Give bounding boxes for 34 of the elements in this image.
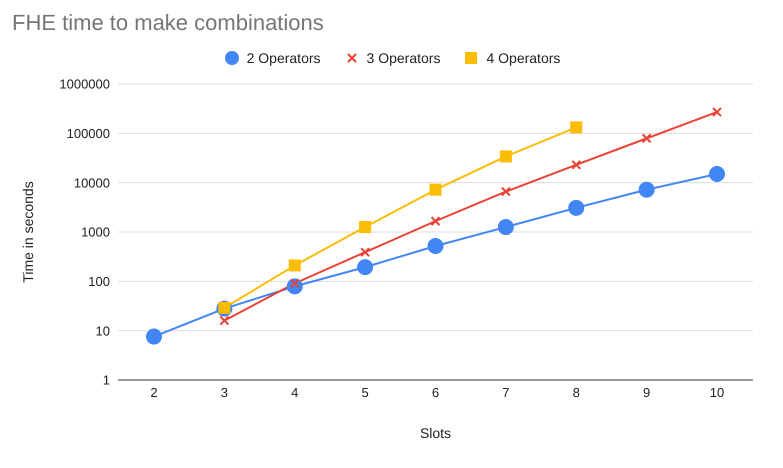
x-tick-label: 4 <box>291 385 298 400</box>
x-axis-title: Slots <box>420 425 452 441</box>
x-tick-label: 5 <box>362 385 369 400</box>
point <box>570 121 582 134</box>
point <box>146 328 162 345</box>
point <box>357 259 374 276</box>
x-tick-label: 2 <box>150 385 158 400</box>
y-tick-label: 100 <box>88 274 110 289</box>
legend-label: 3 Operators <box>366 50 440 66</box>
y-tick-label: 1000000 <box>59 76 110 92</box>
y-axis-title: Time in seconds <box>20 181 36 283</box>
point <box>500 150 512 162</box>
point <box>428 238 444 254</box>
y-tick-label: 10 <box>96 323 110 338</box>
y-tick-label: 100000 <box>66 126 110 141</box>
point <box>430 184 442 196</box>
legend-label: 4 Operators <box>486 50 560 66</box>
chart-title: FHE time to make combinations <box>11 9 325 37</box>
point <box>709 166 725 182</box>
y-tick-label: 10000 <box>74 175 110 190</box>
x-tick-label: 8 <box>572 385 580 400</box>
point <box>498 219 514 236</box>
point <box>359 221 372 234</box>
y-tick-label: 1000 <box>81 224 110 240</box>
x-tick-label: 6 <box>432 385 440 400</box>
point <box>288 259 301 272</box>
x-tick-label: 7 <box>502 385 510 400</box>
y-tick-label: 1 <box>102 372 110 388</box>
x-tick-label: 9 <box>643 385 650 400</box>
x-tick-label: 10 <box>710 385 724 400</box>
legend-label: 2 Operators <box>246 50 321 66</box>
x-tick-label: 3 <box>220 385 228 400</box>
point <box>638 182 655 198</box>
point <box>568 200 584 216</box>
